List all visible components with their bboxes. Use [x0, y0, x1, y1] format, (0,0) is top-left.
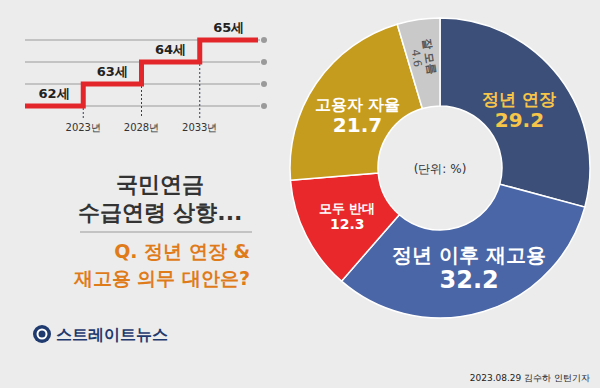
guide-dot: [261, 81, 267, 87]
guide-dot: [261, 103, 267, 109]
value-label: 12.3: [330, 216, 365, 232]
guide-dot: [261, 59, 267, 65]
slice: [290, 24, 422, 180]
text-line: Q. 정년 연장 &: [114, 240, 250, 262]
value-label: 21.7: [333, 113, 382, 137]
category-label: 고용자 자율: [315, 95, 401, 114]
value-label: 29.2: [495, 108, 544, 132]
category-label: 정년 이후 재고용: [392, 243, 546, 267]
guide-dot: [261, 37, 267, 43]
year-label: 2023년: [66, 122, 101, 133]
slice: [440, 18, 590, 207]
year-label: 2033년: [182, 122, 217, 133]
text-line: 수급연령 상향...: [78, 200, 243, 225]
slice: [291, 173, 400, 281]
value-label: 4.6: [409, 49, 424, 68]
source-logo: 스트레이트뉴스: [56, 325, 168, 344]
age-label: 62세: [39, 86, 70, 101]
age-label: 64세: [155, 42, 186, 57]
text-line: 재고용 의무 대안은?: [73, 267, 250, 289]
chart-container: 2023년 2028년 2033년 62세 63세 64세 65세국민연금수급연령 상향..…: [0, 0, 600, 388]
unit-label: (단위: %): [414, 162, 467, 176]
slice: [397, 18, 440, 109]
text-line: 국민연금: [116, 172, 204, 197]
slices: [290, 18, 590, 318]
byline: 2023.08.29 김수하 인턴기자: [470, 373, 590, 383]
logo-icon: [33, 325, 51, 343]
title-divider: [80, 232, 252, 233]
age-step-graphic: 2023년 2028년 2033년 62세 63세 64세 65세: [25, 20, 267, 133]
thin-slice-label: 잘 모름4.6: [407, 37, 438, 77]
category-label: 모두 반대: [319, 201, 376, 216]
background: [0, 0, 600, 388]
age-step-line: [25, 40, 258, 106]
logo-icon-ring: [38, 330, 47, 339]
age-label: 65세: [213, 20, 244, 35]
subtitle: Q. 정년 연장 & 재고용 의무 대안은?: [73, 240, 250, 289]
age-label: 63세: [97, 64, 128, 79]
canvas-svg: 2023년 2028년 2033년 62세 63세 64세 65세국민연금수급연령 상향..…: [0, 0, 600, 388]
data-labels: 정년 연장29.2 정년 이후 재고용32.2 모두 반대12.3 고용자 자율21.…: [315, 37, 557, 293]
title: 국민연금수급연령 상향...: [78, 172, 243, 225]
year-label: 2028년: [124, 122, 159, 133]
value-label: 32.2: [439, 266, 498, 294]
category-label: 정년 연장: [482, 89, 556, 109]
donut: (단위: %) 정년 연장29.2 정년 이후 재고용32.2 모두 반대12.3 고용…: [290, 18, 590, 318]
